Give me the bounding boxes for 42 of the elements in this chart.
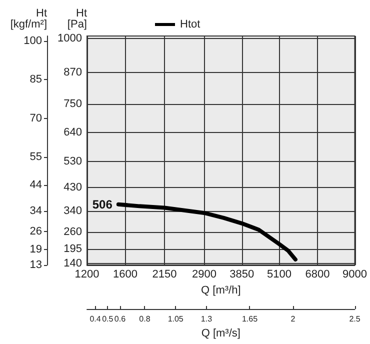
x2-tick-label: 1.05: [168, 314, 184, 324]
y2-tick-label: 26: [30, 226, 42, 238]
y-tick-label: 530: [64, 155, 82, 168]
y-tick-label: 340: [64, 205, 82, 218]
x2-tick-label: 1.65: [242, 314, 258, 324]
x-tick-label: 2150: [152, 268, 177, 280]
x2-tick-label: 2.5: [349, 314, 361, 324]
x-tick-label: 9000: [342, 268, 368, 280]
x-tick-label: 5100: [267, 268, 292, 280]
x-tick-label: 1600: [112, 268, 138, 280]
x2-tick-label: 0.8: [139, 314, 151, 324]
x2-tick-label: 0.6: [114, 314, 126, 324]
x2-tick-label: 2: [290, 314, 296, 324]
y-tick-label: 430: [64, 182, 82, 194]
y2-tick-label: 100: [24, 35, 42, 48]
x2-axis-title: Q [m³/s]: [201, 327, 240, 340]
y2-tick-label: 85: [30, 74, 42, 86]
y2-tick-label: 44: [30, 179, 42, 192]
x-tick-label: 1200: [74, 268, 100, 280]
x-tick-label: 6800: [305, 268, 330, 280]
x2-tick-label: 1.3: [200, 314, 213, 324]
y2-tick-label: 34: [30, 204, 42, 217]
y2-tick-label: 19: [30, 244, 42, 256]
y-tick-label: 1000: [58, 32, 82, 45]
x-tick-label: 3850: [230, 268, 254, 280]
y-tick-label: 260: [64, 226, 82, 238]
y-tick-label: 140: [64, 257, 82, 270]
legend-label: Htot: [180, 18, 200, 30]
x2-tick-label: 0.5: [102, 314, 114, 324]
y2-tick-label: 13: [30, 259, 42, 271]
y2-tick-label: 55: [30, 150, 42, 163]
y-tick-label: 640: [64, 126, 82, 139]
x-axis-title: Q [m³/h]: [201, 284, 241, 296]
y-tick-label: 870: [64, 66, 82, 79]
x2-tick-label: 0.4: [90, 314, 102, 324]
y2-tick-label: 70: [30, 112, 42, 124]
x-tick-label: 2900: [192, 268, 217, 280]
y-tick-label: 195: [64, 243, 82, 256]
y2-axis-title: Ht [kgf/m²]: [10, 8, 47, 30]
annotation: 506: [92, 197, 113, 212]
y-tick-label: 750: [64, 98, 82, 110]
y-axis-title: Ht [Pa]: [67, 8, 87, 30]
